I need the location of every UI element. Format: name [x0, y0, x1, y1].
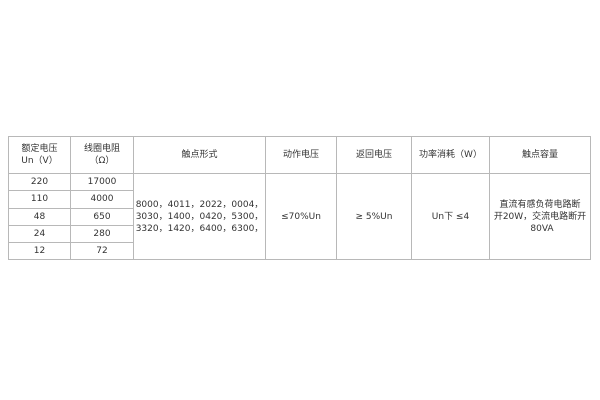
column-header-dropout-voltage: 返回电压 [336, 136, 412, 174]
coil-resistance-value: 280 [70, 224, 134, 244]
contact-capacity-line-2: 开20W，交流电路断开 [493, 211, 587, 222]
contact-form-line-2: 3030，1400，0420，5300， [135, 211, 264, 222]
rated-voltage-label-line1: 额定电压 [21, 143, 58, 154]
power-consumption-value: Un下 ≤4 [411, 172, 490, 261]
coil-resistance-value: 650 [70, 207, 134, 226]
column-header-power-consumption: 功率消耗（W） [411, 136, 490, 174]
contact-capacity-line-3: 80VA [530, 223, 554, 234]
column-header-contact-capacity: 触点容量 [489, 136, 591, 174]
pickup-voltage-value: ≤70%Un [265, 172, 337, 261]
rated-voltage-value: 110 [8, 190, 71, 209]
table-row: 110 4000 [8, 190, 591, 209]
column-header-pickup-voltage: 动作电压 [265, 136, 337, 174]
table-row: 220 17000 8000，4011，2022，0004， 3030，1400… [8, 172, 591, 261]
rated-voltage-value: 24 [8, 224, 71, 244]
column-header-rated-voltage: 额定电压 Un（V） [8, 136, 71, 174]
coil-resistance-value: 4000 [70, 190, 134, 209]
coil-resistance-label-line1: 线圈电阻 [83, 143, 120, 154]
contact-form-line-3: 3320，1420，6400，6300， [135, 223, 264, 234]
table-header-row: 额定电压 Un（V） 线圈电阻 （Ω） 触点形式 动作电压 返回电压 功率消耗（… [8, 136, 591, 174]
rated-voltage-value: 12 [8, 242, 71, 261]
coil-resistance-value: 72 [70, 242, 134, 261]
contact-capacity-value: 直流有感负荷电路断 开20W，交流电路断开 80VA [489, 172, 591, 261]
relay-specification-table: 额定电压 Un（V） 线圈电阻 （Ω） 触点形式 动作电压 返回电压 功率消耗（… [8, 136, 591, 261]
rated-voltage-label-line2: Un（V） [21, 156, 58, 166]
rated-voltage-value: 48 [8, 207, 71, 226]
column-header-coil-resistance: 线圈电阻 （Ω） [70, 136, 134, 174]
table-row: 24 280 [8, 224, 591, 244]
rated-voltage-value: 220 [8, 172, 71, 192]
coil-resistance-label-line2: （Ω） [89, 156, 115, 166]
contact-form-value: 8000，4011，2022，0004， 3030，1400，0420，5300… [133, 172, 266, 261]
coil-resistance-value: 17000 [70, 172, 134, 192]
specification-table-container: 额定电压 Un（V） 线圈电阻 （Ω） 触点形式 动作电压 返回电压 功率消耗（… [8, 136, 591, 261]
contact-form-line-1: 8000，4011，2022，0004， [135, 199, 264, 210]
column-header-contact-form: 触点形式 [133, 136, 266, 174]
dropout-voltage-value: ≥ 5%Un [336, 172, 412, 261]
contact-capacity-line-1: 直流有感负荷电路断 [499, 199, 581, 210]
table-row: 12 72 [8, 242, 591, 261]
